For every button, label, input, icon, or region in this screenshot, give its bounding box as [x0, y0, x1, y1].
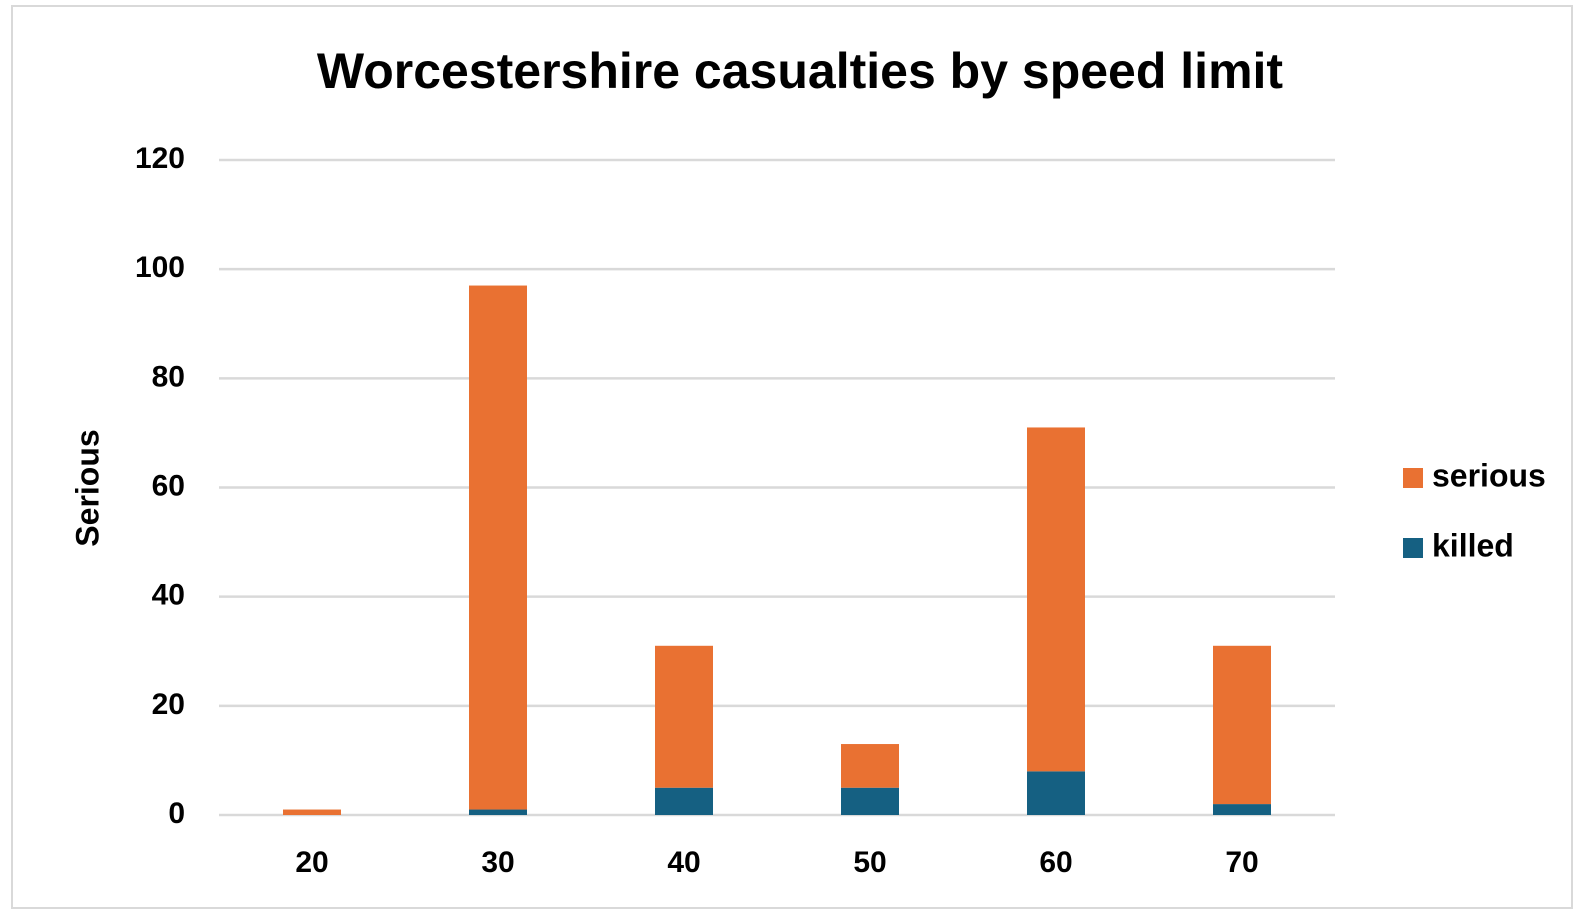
- legend-swatch: [1403, 468, 1423, 488]
- bar-segment: [1027, 427, 1085, 772]
- x-tick-label: 50: [853, 846, 886, 879]
- y-tick-label: 100: [135, 251, 185, 284]
- bar-segment: [469, 809, 527, 815]
- bar-segment: [655, 787, 713, 815]
- y-tick-label: 40: [152, 579, 185, 612]
- y-tick-label: 120: [135, 142, 185, 175]
- bar-segment: [1027, 771, 1085, 815]
- legend-swatch: [1403, 538, 1423, 558]
- chart-title: Worcestershire casualties by speed limit: [317, 43, 1284, 99]
- chart-border: [11, 5, 1573, 909]
- y-axis-label: Serious: [69, 429, 105, 546]
- bar-segment: [1213, 645, 1271, 805]
- bar-segment: [1213, 804, 1271, 815]
- x-tick-label: 30: [481, 846, 514, 879]
- x-tick-label: 70: [1225, 846, 1258, 879]
- bar-segment: [841, 787, 899, 815]
- y-tick-label: 0: [168, 797, 185, 830]
- x-tick-label: 20: [295, 846, 328, 879]
- legend-label: serious: [1432, 457, 1546, 493]
- y-tick-label: 80: [152, 360, 185, 393]
- y-tick-label: 60: [152, 469, 185, 502]
- x-tick-label: 40: [667, 846, 700, 879]
- y-tick-label: 20: [152, 688, 185, 721]
- bar-segment: [469, 285, 527, 810]
- x-tick-label: 60: [1039, 846, 1072, 879]
- bar-segment: [283, 809, 341, 815]
- bar-segment: [655, 645, 713, 788]
- legend-label: killed: [1432, 527, 1514, 563]
- bar-segment: [841, 744, 899, 788]
